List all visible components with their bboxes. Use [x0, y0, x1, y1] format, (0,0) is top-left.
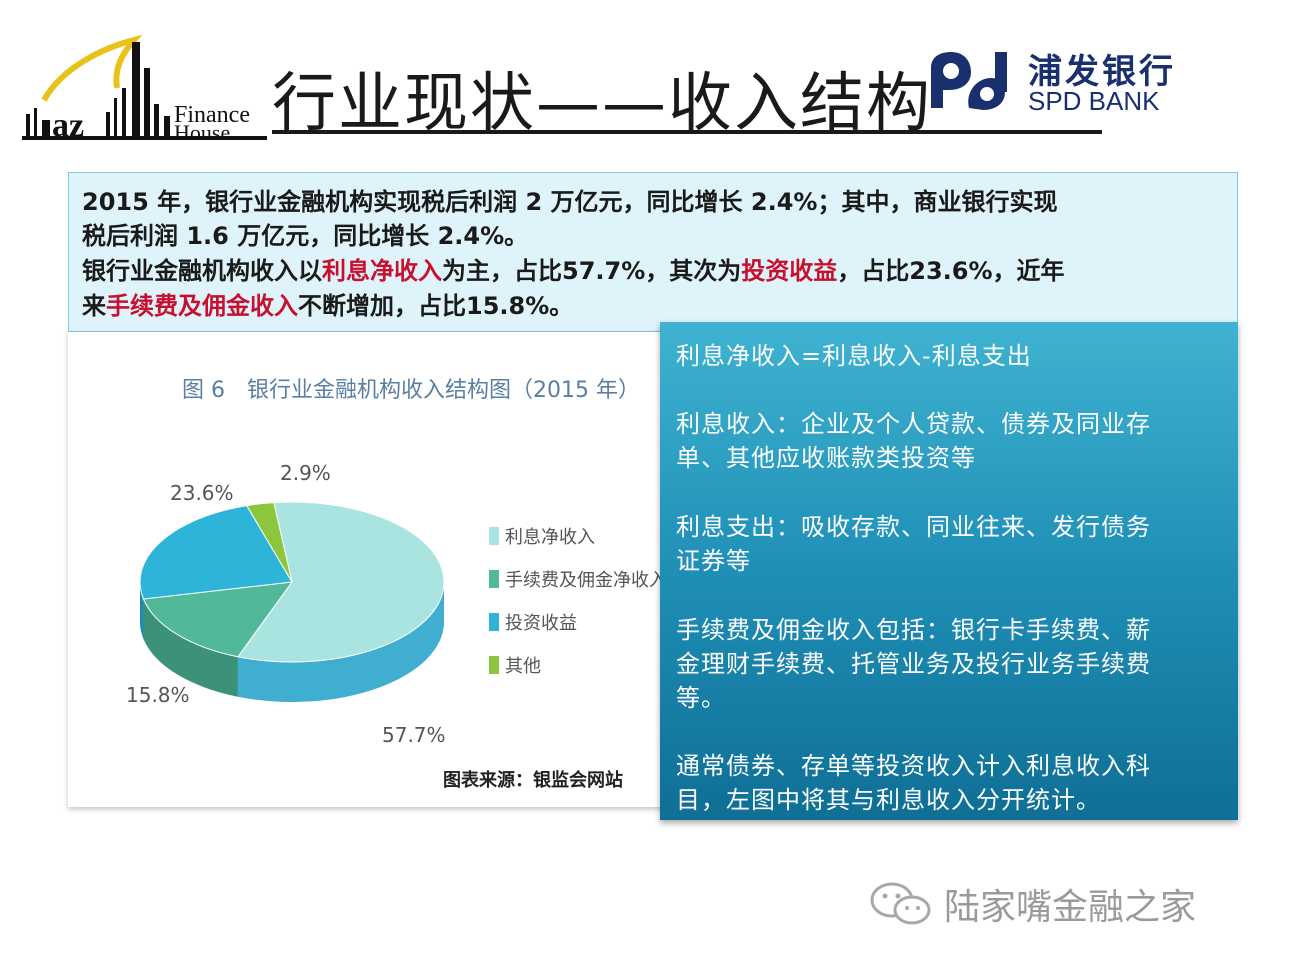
- explain-fee-income-line-2: 金理财手续费、托管业务及投行业务手续费: [676, 650, 1151, 678]
- pie-slice-slice-2: [139, 505, 293, 600]
- legend-swatch-slice-0: [489, 527, 499, 545]
- legend-swatch-slice-3: [489, 656, 499, 674]
- legend-label-slice-0: 利息净收入: [505, 527, 595, 548]
- summary-text: ，占比23.6%，近年: [837, 257, 1065, 285]
- pie-slice-slice-0: [237, 501, 445, 663]
- logo-house-text: House: [174, 120, 230, 143]
- explain-investment-note-line-2: 目，左图中将其与利息收入分开统计。: [676, 786, 1101, 814]
- summary-text: 不断增加，占比15.8%。: [298, 292, 574, 320]
- explanation-box: [660, 322, 1238, 820]
- summary-text: 为主，占比57.7%，其次为: [442, 257, 742, 285]
- explain-fee-income-line-1: 手续费及佣金收入包括：银行卡手续费、薪: [676, 616, 1151, 644]
- highlight-fee-commission-income: 手续费及佣金收入: [106, 292, 298, 320]
- data-label-slice-2: 23.6%: [170, 481, 234, 505]
- pie-side-slice-2: [140, 582, 144, 640]
- data-label-slice-0: 57.7%: [382, 723, 446, 747]
- data-label-slice-1: 15.8%: [126, 683, 190, 707]
- pie-side-slice-0: [237, 582, 444, 702]
- summary-line-3: 银行业金融机构收入以利息净收入为主，占比57.7%，其次为投资收益，占比23.6…: [82, 251, 1065, 286]
- data-label-slice-3: 2.9%: [280, 461, 331, 485]
- summary-line-2: 税后利润 1.6 万亿元，同比增长 2.4%。: [82, 222, 529, 250]
- summary-text: 银行业金融机构收入以: [82, 257, 322, 285]
- wechat-icon: [870, 882, 931, 925]
- watermark-text: 陆家嘴金融之家: [944, 887, 1197, 928]
- summary-text: 来: [82, 292, 106, 320]
- summary-line-4: 来手续费及佣金收入不断增加，占比15.8%。: [82, 286, 573, 321]
- page-title: 行业现状——收入结构: [272, 67, 932, 141]
- highlight-net-interest-income: 利息净收入: [322, 257, 442, 285]
- legend-label-slice-3: 其他: [505, 656, 541, 677]
- pie-side-slice-1: [143, 599, 238, 697]
- summary-line-1: 2015 年，银行业金融机构实现税后利润 2 万亿元，同比增长 2.4%；其中，…: [82, 188, 1058, 216]
- bank-name-english: SPD BANK: [1028, 86, 1160, 116]
- legend-label-slice-2: 投资收益: [505, 613, 577, 634]
- explain-interest-expense-line-1: 利息支出：吸收存款、同业往来、发行债务: [676, 513, 1151, 541]
- explain-fee-income-line-3: 等。: [676, 684, 726, 712]
- legend-swatch-slice-2: [489, 613, 499, 631]
- legend-label-slice-1: 手续费及佣金净收入: [505, 570, 667, 591]
- lujiazui-finance-house-logo: az Finance House: [22, 34, 267, 143]
- pie-slice-slice-1: [142, 581, 294, 658]
- explain-net-interest-definition: 利息净收入=利息收入-利息支出: [676, 342, 1032, 370]
- highlight-investment-income: 投资收益: [741, 257, 838, 285]
- logo-finance-text: Finance: [174, 102, 250, 128]
- explain-interest-income-line-1: 利息收入：企业及个人贷款、债券及同业存: [676, 410, 1151, 438]
- legend-swatch-slice-1: [489, 570, 499, 588]
- explain-investment-note-line-1: 通常债券、存单等投资收入计入利息收入科: [676, 752, 1151, 780]
- spd-bank-logo-icon: [931, 52, 1007, 110]
- chart-title: 图 6 银行业金融机构收入结构图（2015 年）: [182, 378, 640, 403]
- summary-box: [68, 172, 1238, 332]
- bank-name-chinese: 浦发银行: [1028, 52, 1176, 92]
- explain-interest-income-line-2: 单、其他应收账款类投资等: [676, 444, 976, 472]
- title-underline: [272, 130, 1102, 134]
- chart-source: 图表来源：银监会网站: [443, 770, 623, 791]
- pie-slice-slice-3: [245, 502, 293, 583]
- explain-interest-expense-line-2: 证券等: [676, 547, 751, 575]
